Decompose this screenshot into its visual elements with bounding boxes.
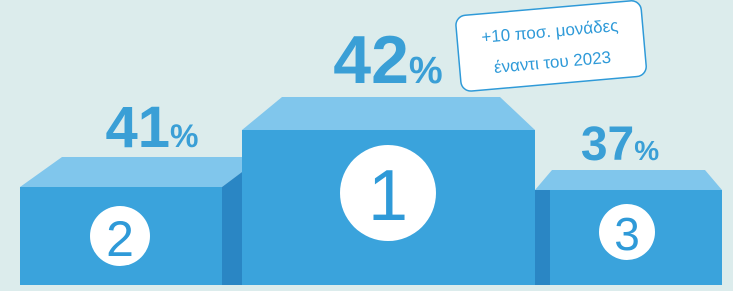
callout: +10 ποσ. μονάδες έναντι του 2023 (455, 0, 647, 92)
block-top (535, 170, 722, 190)
percent-label: 41% (106, 95, 199, 160)
percent-value: 42 (333, 22, 409, 98)
percent-label: 37% (581, 118, 659, 171)
percent-unit: % (170, 118, 198, 154)
percent-value: 37 (581, 118, 634, 171)
percent-unit: % (634, 135, 659, 166)
block-side (535, 190, 552, 285)
rank-label: 3 (614, 208, 640, 260)
percent-label: 42% (333, 22, 442, 98)
podium-graphic: 1 2 3 42% 41% 37% +10 ποσ. μονάδες έναντ… (0, 0, 733, 291)
rank-label: 2 (106, 211, 134, 267)
rank-label: 1 (368, 156, 408, 236)
block-top (242, 97, 535, 130)
block-top (20, 157, 262, 187)
percent-value: 41 (106, 95, 171, 160)
percent-unit: % (409, 50, 443, 92)
